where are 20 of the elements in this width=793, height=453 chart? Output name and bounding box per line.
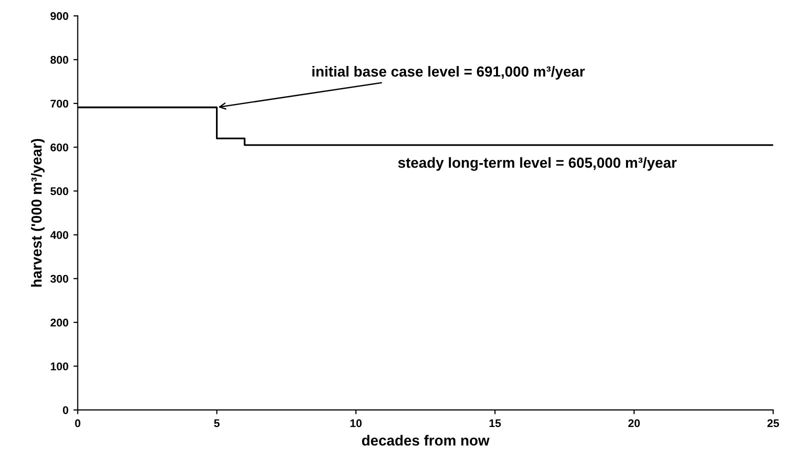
y-tick-label: 300: [50, 274, 68, 283]
y-tick-label: 600: [50, 143, 68, 152]
y-tick-label: 700: [50, 100, 68, 108]
x-axis-title: decades from now: [362, 434, 490, 446]
y-tick-label: 200: [50, 318, 68, 327]
x-tick-label: 10: [350, 419, 362, 428]
x-tick-label: 25: [767, 419, 780, 428]
y-tick-label: 100: [50, 362, 68, 370]
y-tick-label: 400: [50, 231, 68, 239]
y-tick-label: 900: [50, 12, 68, 20]
x-tick-label: 0: [75, 419, 80, 428]
annotation: initial base case level = 691,000 m³/year: [312, 66, 585, 80]
x-tick-label: 15: [490, 419, 501, 428]
y-tick-label: 500: [50, 187, 68, 196]
annotation: steady long-term level = 605,000 m³/year: [398, 157, 677, 171]
x-tick-label: 20: [628, 419, 640, 428]
y-tick-label: 0: [62, 406, 68, 414]
x-tick-label: 5: [214, 419, 220, 428]
y-tick-label: 800: [50, 56, 68, 64]
y-axis-title: harvest ('000 m³/year): [31, 138, 45, 287]
